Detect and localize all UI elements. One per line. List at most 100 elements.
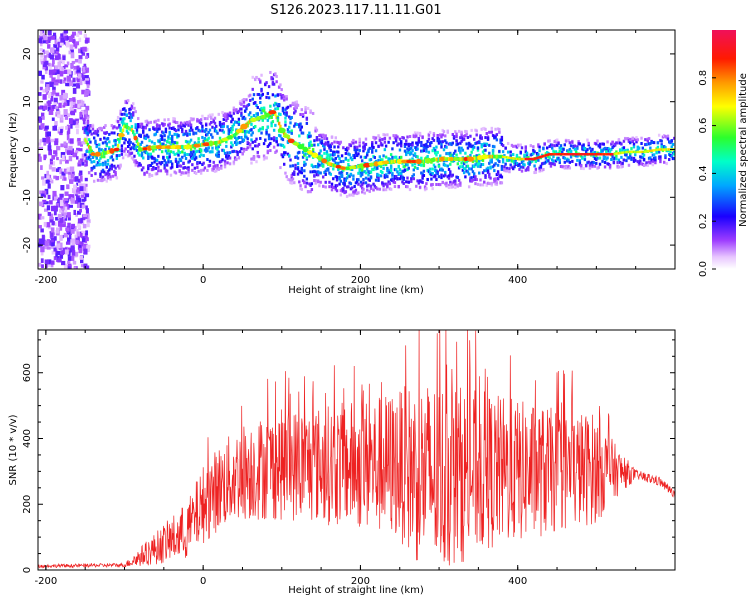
spectral-cell: [295, 155, 298, 159]
spectral-cell: [488, 175, 491, 179]
spectral-cell: [637, 163, 641, 167]
spectral-cell: [204, 133, 208, 137]
spectral-peak-cell: [391, 159, 394, 164]
spectral-cell: [493, 163, 496, 167]
noise-cell: [46, 174, 50, 180]
spectral-peak-cell: [500, 154, 504, 159]
spectral-cell: [572, 145, 575, 149]
spectral-cell: [467, 172, 471, 176]
noise-cell: [81, 230, 86, 237]
spectral-cell: [569, 149, 573, 153]
noise-cell: [86, 128, 91, 134]
spectral-peak-blob: [439, 156, 445, 162]
noise-cell: [40, 123, 45, 129]
spectral-cell: [554, 150, 558, 154]
spectral-cell: [568, 166, 572, 170]
spectral-cell: [433, 169, 437, 173]
noise-cell: [78, 160, 82, 164]
spectral-cell: [120, 144, 124, 148]
noise-cell: [79, 111, 83, 118]
spectral-cell: [178, 164, 181, 168]
spectral-cell: [114, 170, 117, 174]
spectral-cell: [534, 160, 538, 164]
noise-cell: [54, 245, 59, 249]
spectral-cell: [272, 136, 276, 140]
spectral-cell: [421, 176, 424, 180]
spectral-cell: [316, 143, 320, 147]
spectral-cell: [203, 148, 207, 152]
snr-xtick-label: 0: [200, 576, 206, 587]
spectral-cell: [174, 129, 178, 133]
spectral-cell: [260, 73, 263, 77]
spectral-cell: [335, 150, 339, 154]
spectral-cell: [456, 175, 460, 179]
noise-cell: [66, 203, 70, 210]
spectral-cell: [145, 170, 149, 174]
spectral-cell: [496, 170, 500, 174]
spectral-cell: [383, 140, 387, 144]
noise-cell: [51, 117, 55, 121]
spectral-cell: [100, 179, 103, 183]
noise-cell: [43, 245, 48, 250]
spectral-cell: [325, 157, 329, 161]
spectral-cell: [374, 136, 378, 140]
spectral-peak-cell: [131, 130, 135, 134]
spectral-cell: [440, 145, 443, 149]
spectral-cell: [246, 146, 249, 150]
noise-cell: [67, 256, 72, 261]
spectral-cell: [386, 175, 389, 179]
spectral-cell: [483, 169, 486, 173]
spectral-cell: [476, 164, 480, 168]
spectral-cell: [595, 161, 598, 165]
spectral-cell: [641, 162, 644, 166]
spectral-cell: [496, 158, 500, 162]
spectral-cell: [254, 139, 257, 143]
spectral-cell: [484, 136, 487, 140]
spectral-cell: [386, 184, 389, 188]
noise-cell: [47, 145, 52, 151]
noise-cell: [42, 190, 47, 195]
spectral-cell: [265, 156, 268, 160]
spectral-cell: [407, 180, 410, 184]
spectral-cell: [261, 92, 265, 96]
spectral-cell: [612, 161, 616, 165]
spectral-cell: [393, 168, 397, 172]
snr-marks: [38, 330, 675, 569]
spectral-cell: [368, 178, 371, 182]
spectral-cell: [460, 146, 463, 150]
spectral-cell: [668, 152, 671, 156]
spectral-cell: [84, 153, 87, 157]
spectral-cell: [537, 153, 540, 157]
noise-cell: [43, 208, 49, 212]
spectral-cell: [167, 160, 170, 164]
spectral-cell: [343, 183, 346, 187]
spectral-peak-cell: [598, 153, 601, 156]
spectral-cell: [333, 140, 336, 144]
spectral-cell: [310, 182, 314, 186]
spectral-cell: [299, 112, 302, 116]
noise-cell: [56, 157, 59, 161]
spectral-cell: [210, 150, 213, 154]
spectral-cell: [444, 144, 447, 148]
spectral-cell: [230, 145, 233, 149]
spectral-cell: [441, 168, 444, 172]
spectral-cell: [393, 176, 397, 180]
spectral-cell: [669, 150, 672, 154]
spectral-cell: [236, 111, 239, 115]
noise-cell: [55, 69, 60, 75]
spectral-cell: [576, 154, 579, 158]
spectral-cell: [183, 151, 186, 155]
spectral-peak-cell: [593, 153, 597, 156]
noise-cell: [78, 55, 83, 60]
spectral-cell: [479, 136, 482, 140]
spectral-cell: [635, 140, 638, 144]
spectral-cell: [642, 153, 646, 157]
spectral-cell: [431, 137, 434, 141]
spectral-cell: [319, 159, 322, 163]
spectral-cell: [495, 182, 499, 186]
spectral-cell: [548, 139, 551, 143]
spectral-cell: [310, 163, 314, 167]
spectral-cell: [289, 117, 292, 121]
spectral-cell: [256, 144, 259, 148]
